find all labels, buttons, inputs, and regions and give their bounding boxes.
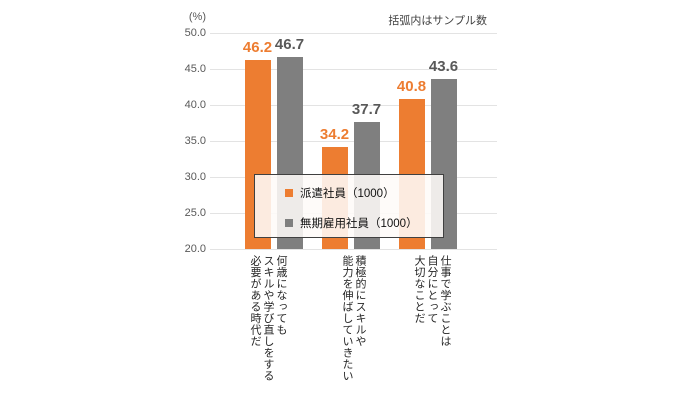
legend-swatch-icon xyxy=(285,189,293,197)
category-label-line: 自分にとって xyxy=(426,255,438,324)
y-axis-unit-label: (%) xyxy=(188,11,206,23)
value-label-series1-group2: 43.6 xyxy=(428,58,459,76)
legend-item-0: 派遣社員（1000） xyxy=(285,183,443,203)
y-tick-50.0: 50.0 xyxy=(184,27,206,39)
y-tick-35.0: 35.0 xyxy=(184,135,206,147)
y-tick-40.0: 40.0 xyxy=(184,99,206,111)
legend-item-label: 派遣社員（1000） xyxy=(300,188,395,200)
value-label-series0-group2: 40.8 xyxy=(396,78,427,96)
sample-size-note: 括弧内はサンプル数 xyxy=(388,15,487,27)
category-label-0: 何歳になっても スキルや学び直しをする 必要がある時代だ xyxy=(248,255,287,382)
legend-swatch-icon xyxy=(285,219,293,227)
value-label-series0-group0: 46.2 xyxy=(242,39,273,57)
category-label-line: 大切なことだ xyxy=(413,255,425,324)
gridline-50.0 xyxy=(210,33,497,34)
category-label-line: 何歳になっても xyxy=(275,255,287,336)
value-label-series0-group1: 34.2 xyxy=(319,125,350,143)
y-tick-20.0: 20.0 xyxy=(184,243,206,255)
legend-item-label: 無期雇用社員（1000） xyxy=(300,218,418,230)
value-label-series1-group0: 46.7 xyxy=(274,35,305,53)
gridline-45.0 xyxy=(210,69,497,70)
category-label-2: 仕事で学ぶことは 自分にとって 大切なことだ xyxy=(412,255,451,347)
category-label-line: 仕事で学ぶことは xyxy=(439,255,451,347)
gridline-20.0 xyxy=(210,249,497,250)
y-tick-45.0: 45.0 xyxy=(184,63,206,75)
category-label-line: スキルや学び直しをする xyxy=(262,255,274,382)
gridline-40.0 xyxy=(210,105,497,106)
legend: 派遣社員（1000） 無期雇用社員（1000） xyxy=(254,174,444,238)
category-label-1: 積極的にスキルや 能力を伸ばしていきたい xyxy=(340,255,366,382)
y-tick-25.0: 25.0 xyxy=(184,207,206,219)
legend-item-1: 無期雇用社員（1000） xyxy=(285,213,443,233)
category-label-line: 積極的にスキルや xyxy=(354,255,366,347)
value-label-series1-group1: 37.7 xyxy=(351,100,382,118)
y-tick-30.0: 30.0 xyxy=(184,171,206,183)
category-label-line: 必要がある時代だ xyxy=(249,255,261,347)
category-label-line: 能力を伸ばしていきたい xyxy=(341,255,353,382)
